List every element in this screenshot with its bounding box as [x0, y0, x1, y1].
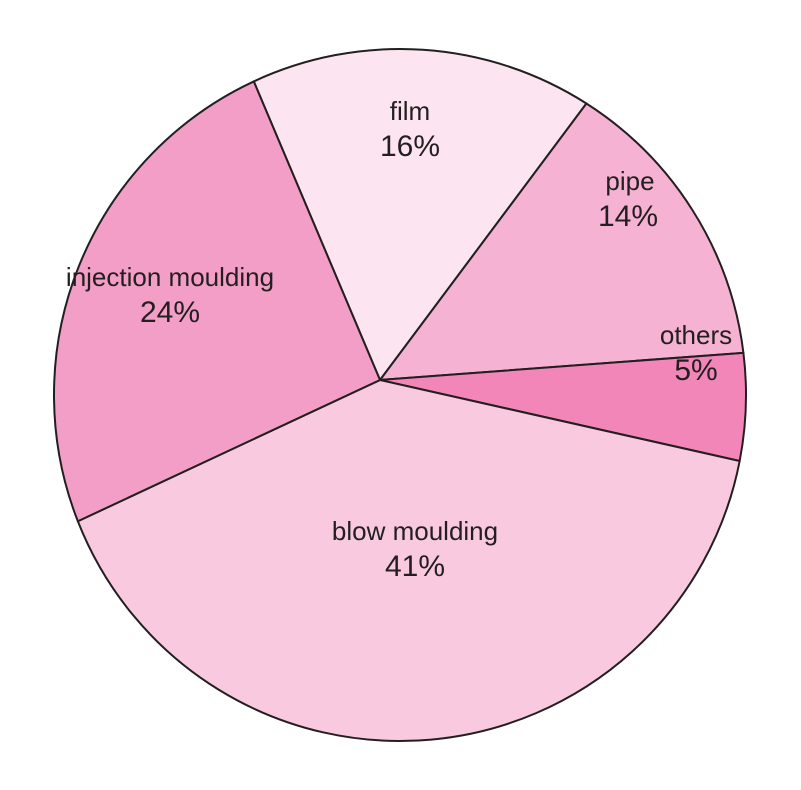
slice-pct-others: 5%	[674, 354, 717, 387]
slice-pct-pipe: 14%	[598, 200, 658, 233]
pie-chart: film 16% pipe 14% others 5% blow moulding 41% in…	[0, 0, 801, 790]
slice-label-blow-moulding: blow moulding	[332, 516, 498, 546]
slice-label-pipe: pipe	[605, 166, 654, 196]
slice-label-injection-moulding: injection moulding	[66, 262, 274, 292]
slice-pct-film: 16%	[380, 130, 440, 163]
slice-label-others: others	[660, 320, 732, 350]
slice-pct-blow-moulding: 41%	[385, 550, 445, 583]
slice-label-film: film	[390, 96, 430, 126]
slice-pct-injection-moulding: 24%	[140, 296, 200, 329]
